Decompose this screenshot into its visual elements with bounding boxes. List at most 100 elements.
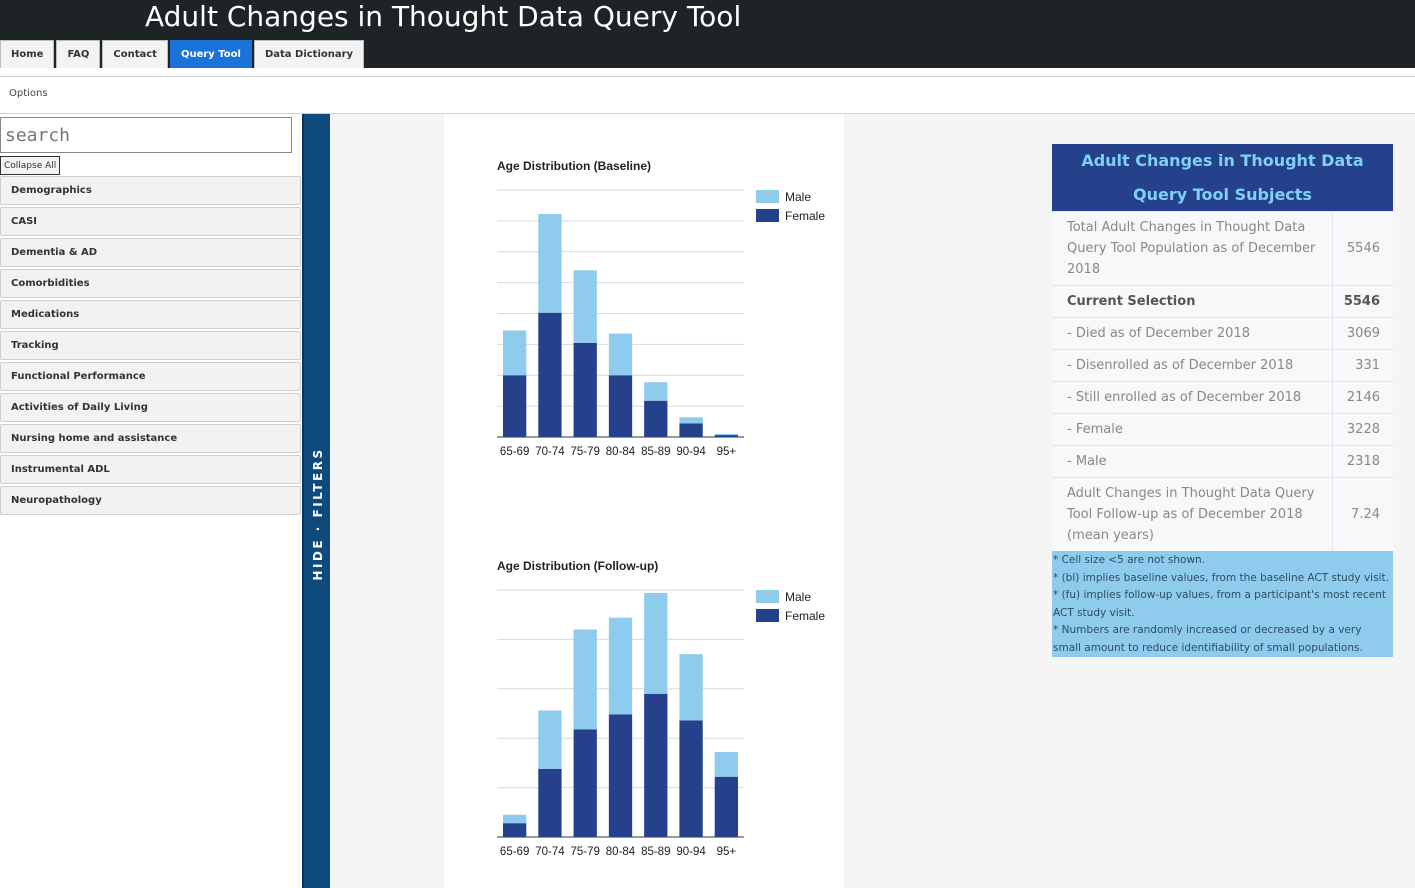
followup-bar-male xyxy=(714,752,739,777)
summary-row: Current Selection 5546 xyxy=(1052,285,1393,318)
app-title: Adult Changes in Thought Data Query Tool xyxy=(145,0,742,33)
baseline-x-tick-label: 80-84 xyxy=(606,446,636,458)
search-input[interactable] xyxy=(0,117,292,153)
summary-row: - Female 3228 xyxy=(1052,413,1393,446)
followup-bar-female xyxy=(608,714,633,837)
baseline-x-tick-label: 75-79 xyxy=(571,446,600,458)
summary-row-value: 2318 xyxy=(1331,445,1393,478)
followup-bar-male xyxy=(679,654,703,721)
summary-row: Adult Changes in Thought Data Query Tool… xyxy=(1052,477,1393,551)
followup-bar-male xyxy=(608,617,633,715)
followup-age-chart: Age Distribution (Follow-up) 65-69 70-74 75… xyxy=(444,550,844,880)
tab-home[interactable]: Home xyxy=(0,40,55,68)
baseline-x-tick-label: 85-89 xyxy=(641,446,670,458)
options-bar: Options xyxy=(0,76,1415,114)
filter-category-casi[interactable]: CASI xyxy=(0,207,301,236)
summary-row: - Died as of December 2018 3069 xyxy=(1052,317,1393,350)
baseline-bar-female xyxy=(573,342,597,437)
followup-bar-female xyxy=(714,776,739,837)
summary-row: Total Adult Changes in Thought Data Quer… xyxy=(1052,211,1393,286)
baseline-bar-female xyxy=(502,375,527,437)
summary-row-value: 5546 xyxy=(1331,285,1393,318)
followup-legend-label: Female xyxy=(785,609,825,623)
baseline-age-chart-svg: Age Distribution (Baseline) 65-69 70-74 75-… xyxy=(497,159,825,458)
collapse-all-button[interactable]: Collapse All xyxy=(0,156,61,175)
summary-row-label: - Died as of December 2018 xyxy=(1052,317,1332,350)
summary-row-label: - Male xyxy=(1052,445,1332,478)
tab-faq[interactable]: FAQ xyxy=(56,40,101,68)
filter-category-neuropathology[interactable]: Neuropathology xyxy=(0,486,301,515)
baseline-bar-male xyxy=(679,417,703,424)
followup-x-tick-label: 85-89 xyxy=(641,846,670,858)
followup-bar-male xyxy=(538,710,562,769)
baseline-legend-swatch xyxy=(756,209,779,222)
summary-row-label: - Female xyxy=(1052,413,1332,446)
options-label[interactable]: Options xyxy=(9,88,48,99)
baseline-bar-male xyxy=(538,213,562,313)
baseline-x-tick-label: 95+ xyxy=(717,446,737,458)
filter-category-list: Demographics CASI Dementia & AD Comorbid… xyxy=(0,176,301,517)
baseline-bar-female xyxy=(538,312,562,437)
followup-bar-female xyxy=(644,693,668,837)
baseline-x-tick-label: 70-74 xyxy=(535,446,565,458)
followup-x-tick-label: 65-69 xyxy=(500,846,529,858)
followup-age-chart-svg: Age Distribution (Follow-up) 65-69 70-74 75… xyxy=(497,559,825,858)
summary-panel: Adult Changes in Thought Data Query Tool… xyxy=(1052,144,1393,657)
summary-note: * (fu) implies follow-up values, from a … xyxy=(1053,589,1387,619)
followup-x-tick-label: 75-79 xyxy=(571,846,600,858)
baseline-legend-label: Female xyxy=(785,209,825,223)
filter-sidebar: Collapse All Demographics CASI Dementia … xyxy=(0,114,302,888)
baseline-bar-male xyxy=(502,330,527,376)
app-header: Adult Changes in Thought Data Query Tool… xyxy=(0,0,1415,68)
summary-table: Total Adult Changes in Thought Data Quer… xyxy=(1052,211,1393,551)
followup-x-tick-label: 95+ xyxy=(717,846,737,858)
summary-note: * Cell size <5 are not shown. xyxy=(1053,554,1206,566)
summary-note: * (bl) implies baseline values, from the… xyxy=(1053,571,1389,584)
filter-category-medications[interactable]: Medications xyxy=(0,300,301,329)
filter-category-functional-performance[interactable]: Functional Performance xyxy=(0,362,301,391)
hide-filters-label: HIDE · FILTERS xyxy=(311,447,325,581)
followup-legend-label: Male xyxy=(785,590,811,604)
summary-row: - Still enrolled as of December 2018 2146 xyxy=(1052,381,1393,414)
followup-bar-female xyxy=(679,720,703,837)
baseline-bar-male xyxy=(573,270,597,343)
filter-category-activities-of-daily-living[interactable]: Activities of Daily Living xyxy=(0,393,301,422)
summary-notes: * Cell size <5 are not shown. * (bl) imp… xyxy=(1052,551,1393,657)
filter-category-nursing-home[interactable]: Nursing home and assistance xyxy=(0,424,301,453)
hide-filters-toggle[interactable]: HIDE · FILTERS xyxy=(302,114,330,888)
filter-category-dementia-ad[interactable]: Dementia & AD xyxy=(0,238,301,267)
summary-row-value: 7.24 xyxy=(1331,477,1393,551)
tab-contact[interactable]: Contact xyxy=(102,40,168,68)
filter-category-tracking[interactable]: Tracking xyxy=(0,331,301,360)
baseline-legend-label: Male xyxy=(785,190,811,204)
summary-row-value: 331 xyxy=(1331,349,1393,382)
filter-category-comorbidities[interactable]: Comorbidities xyxy=(0,269,301,298)
summary-title: Adult Changes in Thought Data Query Tool… xyxy=(1052,144,1393,211)
summary-row-label: - Disenrolled as of December 2018 xyxy=(1052,349,1332,382)
followup-x-tick-label: 80-84 xyxy=(606,846,636,858)
filter-category-instrumental-adl[interactable]: Instrumental ADL xyxy=(0,455,301,484)
followup-bar-male xyxy=(573,629,597,730)
followup-legend-swatch xyxy=(756,590,779,603)
baseline-bar-male xyxy=(714,433,739,436)
baseline-chart-title: Age Distribution (Baseline) xyxy=(497,159,651,173)
summary-row-label: Adult Changes in Thought Data Query Tool… xyxy=(1052,477,1332,551)
summary-row: - Disenrolled as of December 2018 331 xyxy=(1052,349,1393,382)
followup-bar-female xyxy=(538,768,562,837)
summary-row-value: 2146 xyxy=(1331,381,1393,414)
tab-query-tool[interactable]: Query Tool xyxy=(169,40,252,68)
chart-panel: Age Distribution (Baseline) 65-69 70-74 75-… xyxy=(444,114,844,888)
main-tabs: Home FAQ Contact Query Tool Data Diction… xyxy=(0,40,366,68)
baseline-x-tick-label: 90-94 xyxy=(676,446,706,458)
baseline-bar-female xyxy=(679,423,703,437)
followup-bar-male xyxy=(644,592,668,694)
baseline-bar-male xyxy=(608,333,633,376)
baseline-bar-female xyxy=(608,375,633,437)
followup-legend-swatch xyxy=(756,609,779,622)
followup-x-tick-label: 90-94 xyxy=(676,846,706,858)
summary-row-value: 5546 xyxy=(1331,211,1393,286)
filter-category-demographics[interactable]: Demographics xyxy=(0,176,301,205)
followup-chart-title: Age Distribution (Follow-up) xyxy=(497,559,658,573)
followup-bar-female xyxy=(573,729,597,837)
tab-data-dictionary[interactable]: Data Dictionary xyxy=(253,40,365,68)
